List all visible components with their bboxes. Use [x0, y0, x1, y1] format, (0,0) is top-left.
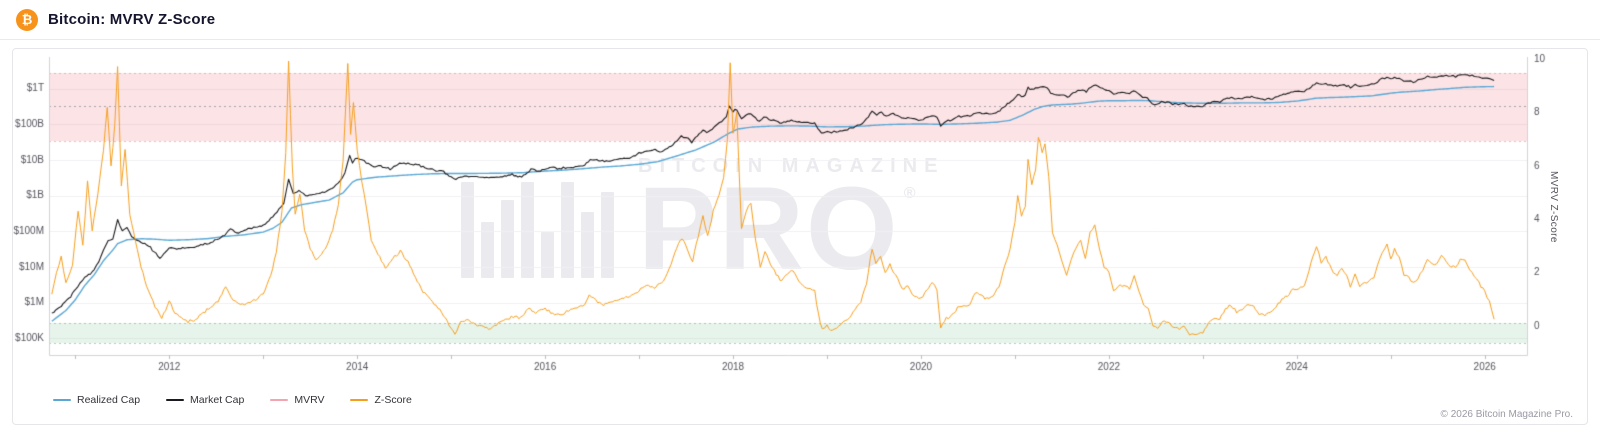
- page-title: Bitcoin: MVRV Z-Score: [48, 11, 216, 28]
- legend-swatch-market-cap: [166, 399, 185, 401]
- chart-legend: Realized Cap Market Cap MVRV Z-Score: [53, 394, 412, 420]
- legend-label-market-cap: Market Cap: [190, 394, 245, 406]
- legend-label-z-score: Z-Score: [374, 394, 412, 406]
- header-bar: ₿ Bitcoin: MVRV Z-Score: [0, 0, 1600, 40]
- mvrv-zscore-chart[interactable]: [13, 49, 1587, 389]
- legend-label-realized-cap: Realized Cap: [77, 394, 141, 406]
- legend-label-mvrv: MVRV: [294, 394, 325, 406]
- legend-item-mvrv[interactable]: MVRV: [270, 394, 324, 406]
- legend-item-market-cap[interactable]: Market Cap: [166, 394, 244, 406]
- legend-swatch-mvrv: [270, 399, 289, 401]
- legend-swatch-z-score: [350, 399, 369, 401]
- copyright-text: © 2026 Bitcoin Magazine Pro.: [1440, 409, 1573, 420]
- legend-item-z-score[interactable]: Z-Score: [350, 394, 412, 406]
- bitcoin-icon: ₿: [16, 8, 38, 31]
- legend-item-realized-cap[interactable]: Realized Cap: [53, 394, 140, 406]
- legend-swatch-realized-cap: [53, 399, 71, 401]
- chart-card: BITCOIN MAGAZINE PRO ® MVRV Z-Score Real…: [12, 48, 1588, 425]
- chart-footer-row: Realized Cap Market Cap MVRV Z-Score © 2…: [13, 389, 1587, 424]
- right-axis-title: MVRV Z-Score: [1548, 171, 1559, 243]
